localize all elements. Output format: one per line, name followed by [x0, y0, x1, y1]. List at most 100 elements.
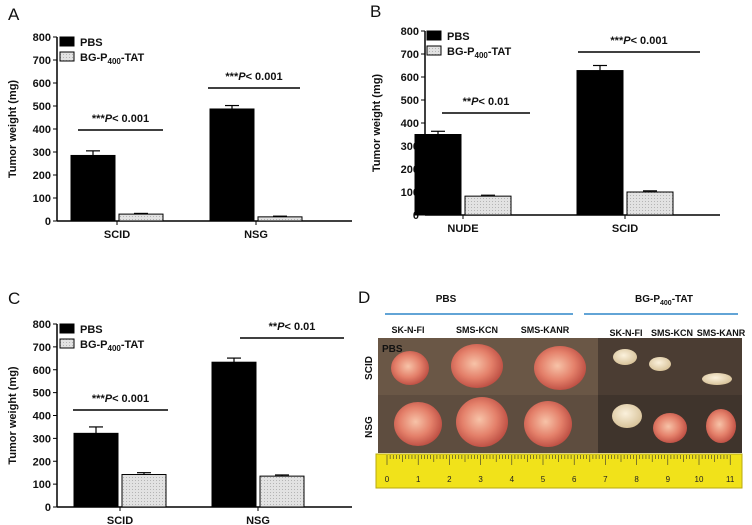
y-tick-label: 500 — [33, 101, 51, 113]
y-tick-label: 800 — [33, 32, 51, 44]
significance-label: ***P< 0.001 — [610, 35, 667, 47]
sig-value: < 0.01 — [285, 321, 316, 333]
line-label-6: SMS-KANR — [697, 328, 746, 338]
group-bg-sub: 400 — [660, 300, 672, 307]
y-tick-label: 700 — [401, 49, 419, 61]
y-tick-label: 600 — [401, 72, 419, 84]
bar-pbs-scid — [73, 432, 119, 508]
panel-label: C — [8, 289, 20, 308]
ruler-number: 1 — [416, 475, 421, 484]
tumor-nsg-bg-2 — [653, 413, 687, 443]
ruler-number: 6 — [572, 475, 577, 484]
legend-label-bg: BG-P400-TAT — [80, 339, 145, 353]
y-tick-label: 800 — [401, 26, 419, 38]
legend: PBS BG-P400-TAT — [426, 30, 512, 60]
group-label-bg: BG-P400-TAT — [635, 294, 693, 307]
significance-label: **P< 0.01 — [269, 321, 316, 333]
ruler-number: 0 — [385, 475, 390, 484]
bar-pbs-nude — [414, 134, 462, 216]
tumor-nsg-pbs-3 — [524, 401, 572, 447]
legend: PBS BG-P400-TAT — [59, 323, 145, 353]
tumor-nsg-pbs-2 — [456, 397, 508, 447]
legend-swatch-bg — [426, 45, 442, 56]
legend-bg-suffix: -TAT — [121, 339, 145, 351]
y-tick-label: 0 — [45, 216, 51, 228]
bar-bg-scid — [121, 474, 167, 508]
significance-label: ***P< 0.001 — [92, 113, 149, 125]
significance-label: ***P< 0.001 — [225, 71, 282, 83]
line-label-5: SMS-KCN — [651, 328, 693, 338]
legend-swatch-bg — [59, 338, 75, 349]
sig-value: < 0.001 — [112, 113, 149, 125]
y-tick-label: 500 — [33, 388, 51, 400]
y-tick-label: 800 — [33, 319, 51, 331]
y-tick-label: 200 — [33, 456, 51, 468]
sig-value: < 0.01 — [479, 96, 510, 108]
sig-p: P — [277, 321, 285, 333]
line-label-2: SMS-KCN — [456, 325, 498, 335]
bar-bg-scid — [626, 191, 674, 216]
legend-bg-suffix: -TAT — [121, 52, 145, 64]
sig-stars: ** — [269, 321, 278, 333]
ruler-number: 4 — [510, 475, 515, 484]
chart-panel-b: B 0 100 200 300 400 500 600 700 800 Tumor weight (… — [370, 2, 720, 235]
group-label-pbs: PBS — [436, 294, 457, 305]
photo-pbs-tag: PBS — [382, 344, 403, 355]
x-tick-label: NSG — [244, 229, 268, 241]
y-tick-label: 400 — [401, 118, 419, 130]
bar-bg-nsg — [259, 475, 305, 508]
ruler-number: 8 — [634, 475, 639, 484]
ruler-number: 11 — [726, 475, 735, 484]
panel-label-d: D — [358, 288, 370, 307]
y-tick-label: 400 — [33, 124, 51, 136]
sig-p: P — [105, 113, 113, 125]
tumor-scid-bg-2 — [649, 357, 671, 371]
x-tick-label: SCID — [107, 515, 133, 525]
tumor-nsg-pbs-1 — [394, 402, 442, 446]
x-tick-label: SCID — [612, 223, 638, 235]
y-axis-label: Tumor weight (mg) — [371, 74, 383, 173]
y-tick-label: 100 — [33, 479, 51, 491]
bar-pbs-nsg — [211, 361, 257, 508]
sig-p: P — [238, 71, 246, 83]
ruler — [375, 453, 743, 489]
legend-bg-sub: 400 — [475, 51, 489, 60]
ruler-number: 9 — [666, 475, 671, 484]
row-label-scid: SCID — [364, 356, 375, 380]
y-tick-label: 0 — [413, 210, 419, 222]
y-tick-label: 100 — [33, 193, 51, 205]
sig-value: < 0.001 — [112, 393, 149, 405]
y-tick-label: 0 — [45, 502, 51, 514]
legend-label-bg: BG-P400-TAT — [447, 46, 512, 60]
y-tick-label: 200 — [33, 170, 51, 182]
line-label-1: SK-N-FI — [392, 325, 425, 335]
legend-swatch-bg — [59, 51, 75, 62]
sig-stars: *** — [610, 35, 624, 47]
legend-label-pbs: PBS — [447, 31, 470, 43]
significance-label: **P< 0.01 — [463, 96, 510, 108]
tumor-scid-pbs-1 — [391, 351, 429, 385]
y-tick-label: 400 — [33, 411, 51, 423]
legend-bg-sub: 400 — [108, 57, 122, 66]
legend-bg-prefix: BG-P — [80, 339, 108, 351]
ruler-number: 2 — [447, 475, 452, 484]
legend-swatch-pbs — [426, 30, 442, 41]
y-axis-label: Tumor weight (mg) — [7, 80, 19, 179]
sig-stars: *** — [92, 393, 106, 405]
sig-p: P — [471, 96, 479, 108]
line-label-4: SK-N-FI — [610, 328, 643, 338]
sig-stars: *** — [92, 113, 106, 125]
legend-bg-prefix: BG-P — [80, 52, 108, 64]
sig-value: < 0.001 — [246, 71, 283, 83]
y-axis-label: Tumor weight (mg) — [7, 366, 19, 465]
bar-pbs-scid — [576, 70, 624, 216]
legend-label-pbs: PBS — [80, 324, 103, 336]
sig-p: P — [105, 393, 113, 405]
x-tick-label: NSG — [246, 515, 270, 525]
x-tick-label: NUDE — [447, 223, 478, 235]
tumor-scid-pbs-3 — [534, 346, 586, 390]
y-tick-label: 700 — [33, 55, 51, 67]
chart-panel-c: C 0 100 200 300 400 500 600 700 800 Tumor weight (… — [7, 289, 352, 525]
